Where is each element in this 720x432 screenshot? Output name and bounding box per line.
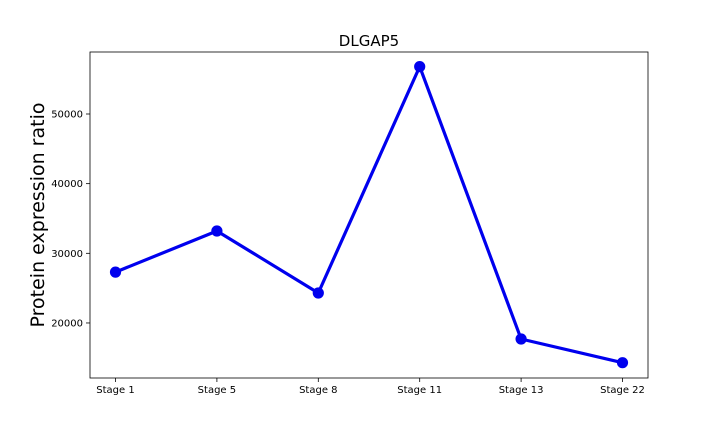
series-line: [113, 64, 625, 365]
x-tick-label: Stage 5: [198, 385, 236, 396]
y-tick-label: 40000: [51, 179, 83, 190]
x-axis: Stage 1 Stage 5 Stage 8 Stage 11 Stage 13 Sta…: [96, 378, 645, 396]
y-axis-label: Protein expression ratio: [27, 103, 49, 328]
x-tick-label: Stage 1: [96, 385, 134, 396]
y-axis: 20000 30000 40000 50000: [51, 109, 90, 329]
series-layer: [109, 61, 629, 369]
data-point: [616, 357, 629, 369]
data-point: [515, 333, 527, 345]
y-tick-label: 50000: [51, 109, 83, 120]
x-tick-label: Stage 8: [299, 385, 337, 396]
data-point: [211, 225, 223, 237]
x-tick-label: Stage 22: [600, 385, 645, 396]
data-point: [312, 287, 324, 299]
y-tick-label: 20000: [51, 318, 83, 329]
x-tick-label: Stage 13: [499, 385, 544, 396]
chart-title: DLGAP5: [339, 32, 399, 50]
plot-frame: [89, 51, 649, 379]
data-point: [414, 61, 426, 73]
data-point: [109, 266, 122, 278]
y-tick-label: 30000: [51, 249, 83, 260]
x-tick-label: Stage 11: [397, 385, 442, 396]
